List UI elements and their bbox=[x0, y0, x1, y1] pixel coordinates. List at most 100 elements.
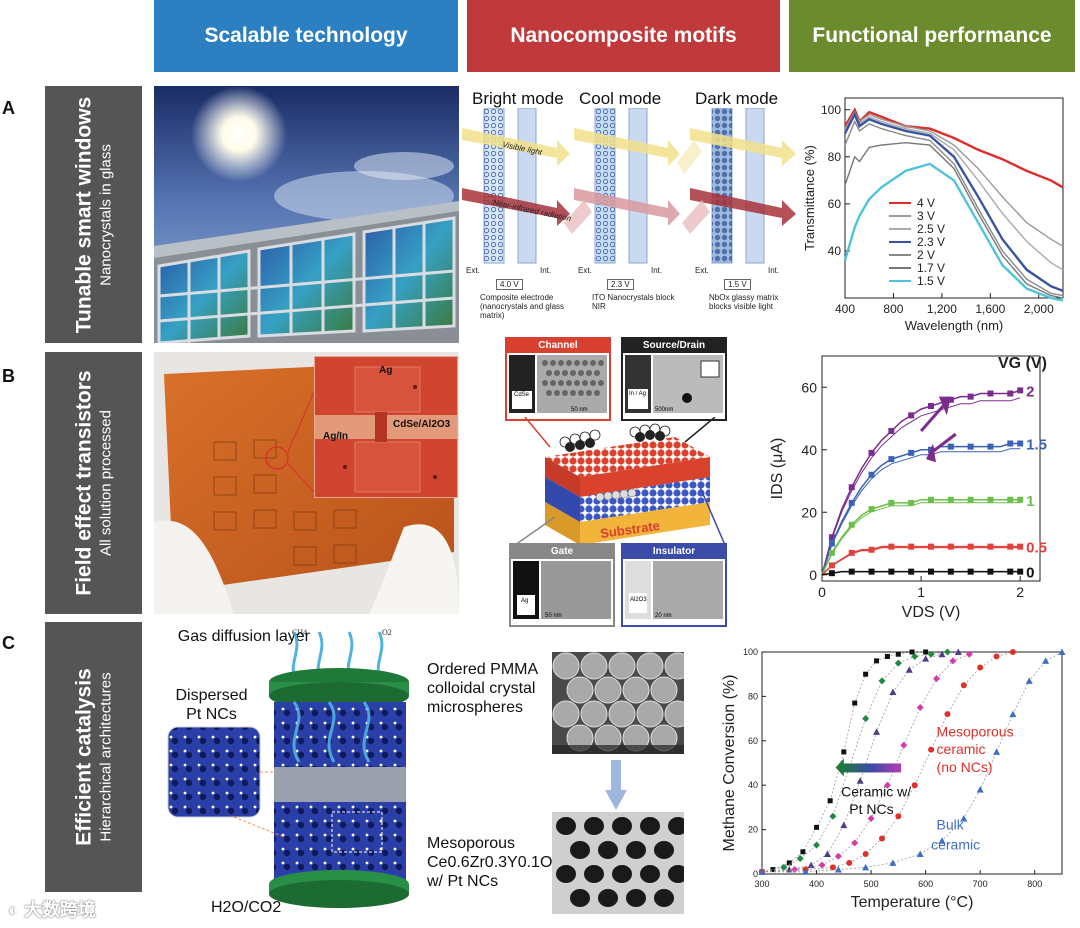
channel-title: Channel bbox=[507, 339, 609, 353]
pmma-sem-image bbox=[552, 652, 684, 754]
data-point bbox=[965, 650, 973, 658]
data-point bbox=[879, 835, 885, 842]
x-tick-label: 1,600 bbox=[975, 302, 1005, 316]
series-line bbox=[761, 651, 959, 873]
data-point bbox=[987, 543, 994, 550]
data-point bbox=[848, 499, 855, 506]
data-point bbox=[863, 671, 869, 677]
header-scalable-technology: Scalable technology bbox=[154, 0, 458, 72]
x-tick-label: 1 bbox=[917, 584, 925, 600]
x-axis-label: VDS (V) bbox=[902, 604, 961, 621]
data-point bbox=[846, 859, 853, 866]
data-point bbox=[947, 568, 954, 575]
data-point bbox=[868, 568, 875, 575]
data-point bbox=[829, 864, 836, 871]
y-tick-label: 40 bbox=[748, 780, 758, 790]
data-point bbox=[993, 653, 1000, 660]
data-point bbox=[967, 443, 974, 450]
source-drain-title: Source/Drain bbox=[623, 339, 725, 353]
legend-label: 1.5 V bbox=[917, 274, 945, 288]
voltage-dark: 1.5 V bbox=[724, 279, 751, 290]
data-point bbox=[943, 648, 951, 656]
data-point bbox=[949, 657, 957, 665]
mesoporous-sem-image bbox=[552, 812, 684, 914]
y-axis-label: Transmittance (%) bbox=[802, 145, 817, 251]
x-tick-label: 1,200 bbox=[927, 302, 957, 316]
series-label: 0.5 bbox=[1026, 540, 1047, 557]
data-point bbox=[888, 543, 895, 550]
data-point bbox=[834, 866, 842, 873]
data-point bbox=[928, 496, 934, 503]
annotation-ceramic-pt: Pt NCs bbox=[849, 801, 893, 817]
data-point bbox=[868, 506, 875, 513]
data-point bbox=[883, 781, 891, 789]
y-axis-label: Methane Conversion (%) bbox=[721, 675, 738, 852]
data-point bbox=[900, 741, 908, 749]
data-point bbox=[993, 748, 1001, 755]
data-point bbox=[800, 849, 806, 855]
data-point bbox=[908, 499, 915, 506]
data-point bbox=[813, 841, 821, 849]
data-point bbox=[894, 659, 902, 667]
x-tick-label: 300 bbox=[754, 879, 769, 889]
smart-window-diagram: Bright mode Cool mode Dark mode bbox=[462, 86, 800, 344]
data-point bbox=[967, 543, 974, 550]
data-point bbox=[928, 746, 935, 753]
data-point bbox=[834, 852, 842, 860]
series-line-reverse bbox=[821, 397, 1021, 575]
caption-cool: ITO Nanocrystals block NIR bbox=[592, 293, 675, 311]
y-tick-label: 40 bbox=[801, 442, 817, 458]
data-point bbox=[856, 777, 864, 784]
annotation-bulk: ceramic bbox=[931, 837, 980, 853]
scale-channel: 50 nm bbox=[571, 407, 588, 413]
data-point bbox=[977, 664, 984, 671]
ext-label-3: Ext. bbox=[695, 266, 709, 275]
x-axis-label: Wavelength (nm) bbox=[905, 318, 1004, 333]
data-point bbox=[905, 666, 913, 673]
series-label: 0 bbox=[1026, 565, 1034, 582]
data-point bbox=[928, 403, 934, 409]
o2-label: O2 bbox=[382, 628, 392, 637]
voltage-cool: 2.3 V bbox=[607, 279, 634, 290]
data-point bbox=[848, 568, 855, 575]
series-line bbox=[821, 442, 1021, 576]
nir-arrows bbox=[462, 188, 796, 234]
series-line bbox=[762, 651, 1063, 873]
row-label-b: Field effect transistors All solution pr… bbox=[45, 352, 142, 614]
data-point bbox=[976, 786, 984, 793]
y-tick-label: 20 bbox=[801, 504, 817, 520]
data-point bbox=[791, 866, 799, 874]
legend-label: 1.7 V bbox=[917, 261, 945, 275]
data-point bbox=[868, 471, 875, 478]
series-line bbox=[843, 162, 1064, 302]
sweep-arrow-down bbox=[930, 432, 957, 455]
panel-dark bbox=[711, 108, 765, 264]
x-tick-label: 2 bbox=[1016, 584, 1024, 600]
data-point bbox=[862, 863, 870, 871]
y-tick-label: 40 bbox=[828, 244, 842, 258]
series-line bbox=[844, 110, 1064, 247]
data-point bbox=[1007, 543, 1014, 550]
data-point bbox=[1007, 496, 1014, 503]
data-point bbox=[828, 540, 835, 547]
sweep-arrow-up bbox=[919, 401, 947, 432]
data-point bbox=[923, 649, 929, 655]
data-point bbox=[916, 850, 924, 858]
ch4-label: CH4 bbox=[292, 628, 308, 637]
trend-arrowhead bbox=[835, 758, 844, 777]
x-axis-label: Temperature (°C) bbox=[851, 894, 974, 911]
data-point bbox=[947, 496, 954, 503]
data-point bbox=[802, 868, 810, 875]
chip-label-ag-in: Ag/In bbox=[323, 431, 348, 442]
bright-mode-label: Bright mode bbox=[472, 89, 564, 108]
data-point bbox=[987, 568, 994, 575]
y-tick-label: 60 bbox=[801, 379, 817, 395]
legend-title: VG (V) bbox=[998, 355, 1047, 372]
data-point bbox=[922, 655, 930, 662]
source-drain-box: Source/Drain In / Ag 500nm bbox=[621, 337, 727, 421]
cool-mode-label: Cool mode bbox=[579, 89, 662, 108]
data-point bbox=[807, 861, 815, 869]
methane-conversion-chart: 300 400 500 600 700 800 0 20 40 60 80 100 Temperatur… bbox=[721, 647, 1066, 911]
y-tick-label: 60 bbox=[828, 197, 842, 211]
vial-label-cdse: CdSe bbox=[514, 392, 530, 398]
